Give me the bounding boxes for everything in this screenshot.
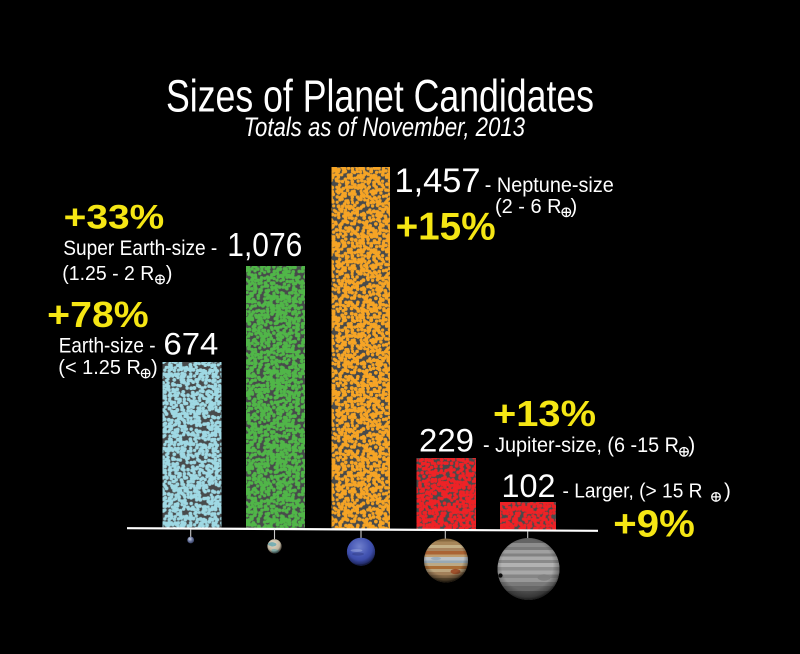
svg-text:229: 229	[419, 423, 474, 459]
svg-text:): )	[571, 196, 578, 218]
svg-text:): )	[151, 357, 158, 379]
svg-text:): )	[166, 263, 173, 285]
svg-text:Sizes of Planet Candidates: Sizes of Planet Candidates	[166, 70, 594, 121]
svg-text:(< 1.25 R: (< 1.25 R	[58, 357, 141, 379]
svg-text:1,076: 1,076	[227, 226, 302, 263]
svg-text:Totals as of November, 2013: Totals as of November, 2013	[244, 112, 526, 142]
svg-text:- Jupiter-size, (6 -15 R: - Jupiter-size, (6 -15 R	[483, 434, 679, 457]
svg-text:Super Earth-size -: Super Earth-size -	[63, 237, 217, 260]
svg-text:674: 674	[163, 326, 218, 362]
svg-text:102: 102	[502, 468, 556, 504]
svg-text:- Larger, (> 15 R: - Larger, (> 15 R	[563, 479, 703, 502]
svg-text:1,457: 1,457	[395, 162, 481, 200]
svg-text:+15%: +15%	[396, 206, 496, 249]
svg-text:(1.25 - 2 R: (1.25 - 2 R	[62, 263, 154, 285]
svg-text:+33%: +33%	[64, 199, 165, 237]
svg-text:(2 - 6 R: (2 - 6 R	[495, 196, 562, 218]
svg-text:+78%: +78%	[47, 294, 149, 335]
svg-text:- Neptune-size: - Neptune-size	[485, 173, 614, 197]
svg-text:): )	[724, 479, 731, 502]
svg-text:): )	[688, 434, 695, 457]
svg-text:Earth-size -: Earth-size -	[59, 334, 156, 357]
svg-text:+13%: +13%	[493, 393, 596, 434]
svg-text:+9%: +9%	[613, 504, 695, 546]
